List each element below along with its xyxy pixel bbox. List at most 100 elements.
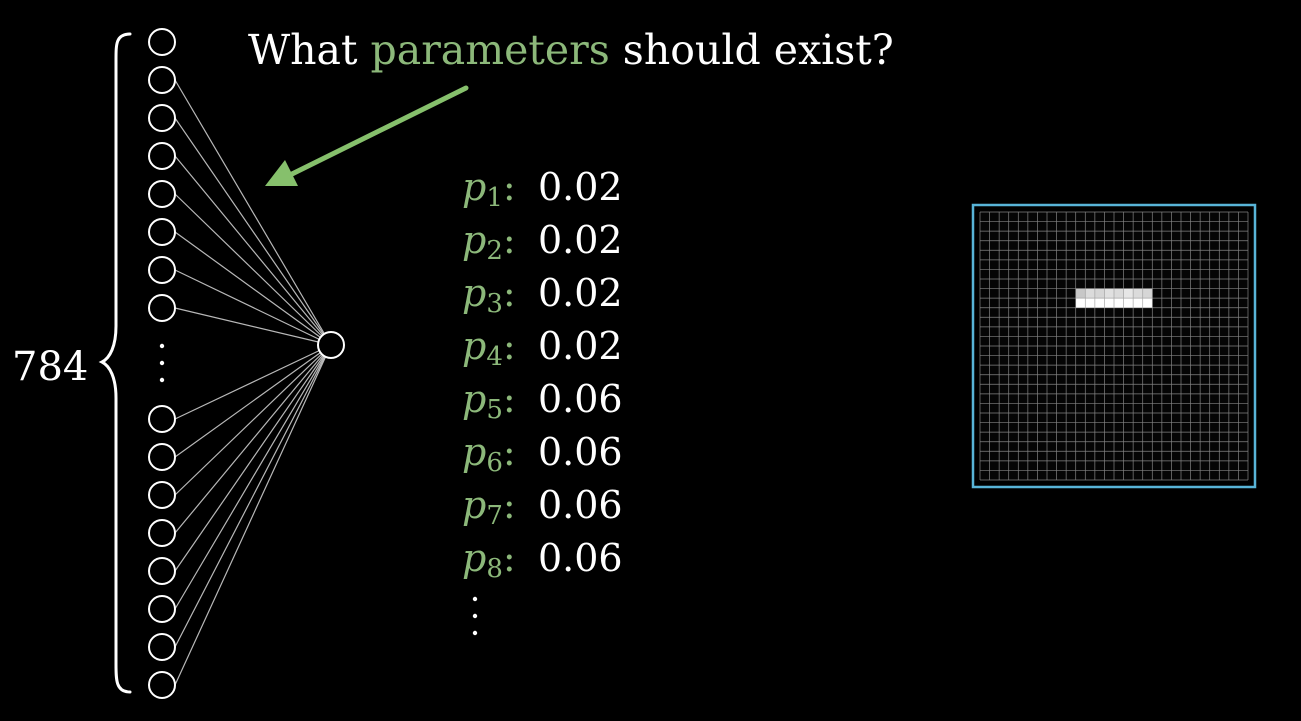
ellipsis-dot xyxy=(472,613,478,619)
input-neuron xyxy=(148,28,176,56)
parameter-row: p8: 0.06 xyxy=(462,536,623,584)
arrow-shaft xyxy=(289,85,469,177)
parameter-symbol: p xyxy=(462,483,486,527)
input-neuron xyxy=(148,557,176,585)
parameter-colon: : xyxy=(503,377,516,421)
parameter-label: p1: xyxy=(462,165,516,213)
grid-lines xyxy=(979,211,1249,481)
parameter-symbol: p xyxy=(462,324,486,368)
parameter-subscript: 3 xyxy=(486,289,503,319)
parameter-colon: : xyxy=(503,483,516,527)
parameter-value: 0.06 xyxy=(538,483,623,527)
connection-line xyxy=(174,344,332,496)
question-after: should exist? xyxy=(610,26,894,74)
parameter-value: 0.06 xyxy=(538,377,623,421)
output-neuron xyxy=(317,331,345,359)
parameter-subscript: 8 xyxy=(486,554,503,584)
lit-pixel xyxy=(1123,288,1134,299)
curly-brace xyxy=(98,32,132,694)
ellipsis-dot xyxy=(159,343,165,349)
parameter-value: 0.06 xyxy=(538,430,623,474)
connection-line xyxy=(174,344,332,572)
connection-line xyxy=(174,344,332,610)
connections xyxy=(174,79,332,686)
connection-line xyxy=(174,193,332,346)
input-neuron xyxy=(148,294,176,322)
parameter-colon: : xyxy=(503,324,516,368)
lit-pixel xyxy=(1142,298,1153,309)
input-neuron xyxy=(148,256,176,284)
input-neurons xyxy=(148,28,176,699)
parameter-colon: : xyxy=(503,536,516,580)
lit-pixel xyxy=(1133,298,1144,309)
connection-line xyxy=(174,344,332,648)
ellipsis-dot xyxy=(472,596,478,602)
input-neuron xyxy=(148,104,176,132)
connection-line xyxy=(174,79,332,346)
connection-line xyxy=(174,231,332,346)
parameter-row: p4: 0.02 xyxy=(462,324,623,372)
parameter-subscript: 4 xyxy=(486,342,503,372)
connection-line xyxy=(174,307,332,346)
parameter-value: 0.06 xyxy=(538,536,623,580)
connection-line xyxy=(174,117,332,346)
connection-line xyxy=(174,344,332,458)
lit-pixel xyxy=(1114,288,1124,299)
parameter-ellipsis xyxy=(472,596,478,636)
connection-line xyxy=(174,155,332,346)
parameter-row: p2: 0.02 xyxy=(462,218,623,266)
parameter-label: p3: xyxy=(462,271,516,319)
parameter-symbol: p xyxy=(462,271,486,315)
lit-pixel xyxy=(1085,298,1096,309)
lit-pixel xyxy=(1075,298,1086,309)
lit-pixel xyxy=(1104,298,1115,309)
parameter-symbol: p xyxy=(462,218,486,262)
input-neuron xyxy=(148,671,176,699)
input-neuron xyxy=(148,633,176,661)
image-frame xyxy=(971,203,1257,489)
input-neuron xyxy=(148,443,176,471)
parameter-colon: : xyxy=(503,271,516,315)
input-neuron xyxy=(148,180,176,208)
parameter-value: 0.02 xyxy=(538,324,623,368)
parameter-subscript: 2 xyxy=(486,236,503,266)
ellipsis-dot xyxy=(159,377,165,383)
input-neuron xyxy=(148,218,176,246)
parameter-symbol: p xyxy=(462,165,486,209)
parameter-row: p3: 0.02 xyxy=(462,271,623,319)
parameter-label: p6: xyxy=(462,430,516,478)
lit-pixel xyxy=(1114,298,1124,309)
connection-line xyxy=(174,344,332,420)
parameter-value: 0.02 xyxy=(538,165,623,209)
input-neuron xyxy=(148,595,176,623)
parameter-row: p7: 0.06 xyxy=(462,483,623,531)
lit-pixel xyxy=(1075,288,1086,299)
parameter-label: p8: xyxy=(462,536,516,584)
ellipsis-dot xyxy=(159,360,165,366)
parameter-value: 0.02 xyxy=(538,271,623,315)
arrow-head xyxy=(265,160,298,186)
parameter-label: p4: xyxy=(462,324,516,372)
input-neuron xyxy=(148,519,176,547)
parameter-subscript: 5 xyxy=(486,395,503,425)
parameter-label: p5: xyxy=(462,377,516,425)
lit-pixel xyxy=(1133,288,1144,299)
parameter-symbol: p xyxy=(462,536,486,580)
parameter-label: p7: xyxy=(462,483,516,531)
connection-line xyxy=(174,344,332,534)
question-before: What xyxy=(248,26,371,74)
lit-pixel xyxy=(1104,288,1115,299)
parameter-subscript: 7 xyxy=(486,501,503,531)
parameter-subscript: 1 xyxy=(486,183,503,213)
input-ellipsis xyxy=(159,343,165,383)
input-neuron xyxy=(148,142,176,170)
pixel-grid-image xyxy=(971,203,1257,489)
parameter-colon: : xyxy=(503,430,516,474)
parameter-symbol: p xyxy=(462,430,486,474)
arrow xyxy=(265,85,469,186)
parameter-row: p5: 0.06 xyxy=(462,377,623,425)
parameter-colon: : xyxy=(503,218,516,262)
